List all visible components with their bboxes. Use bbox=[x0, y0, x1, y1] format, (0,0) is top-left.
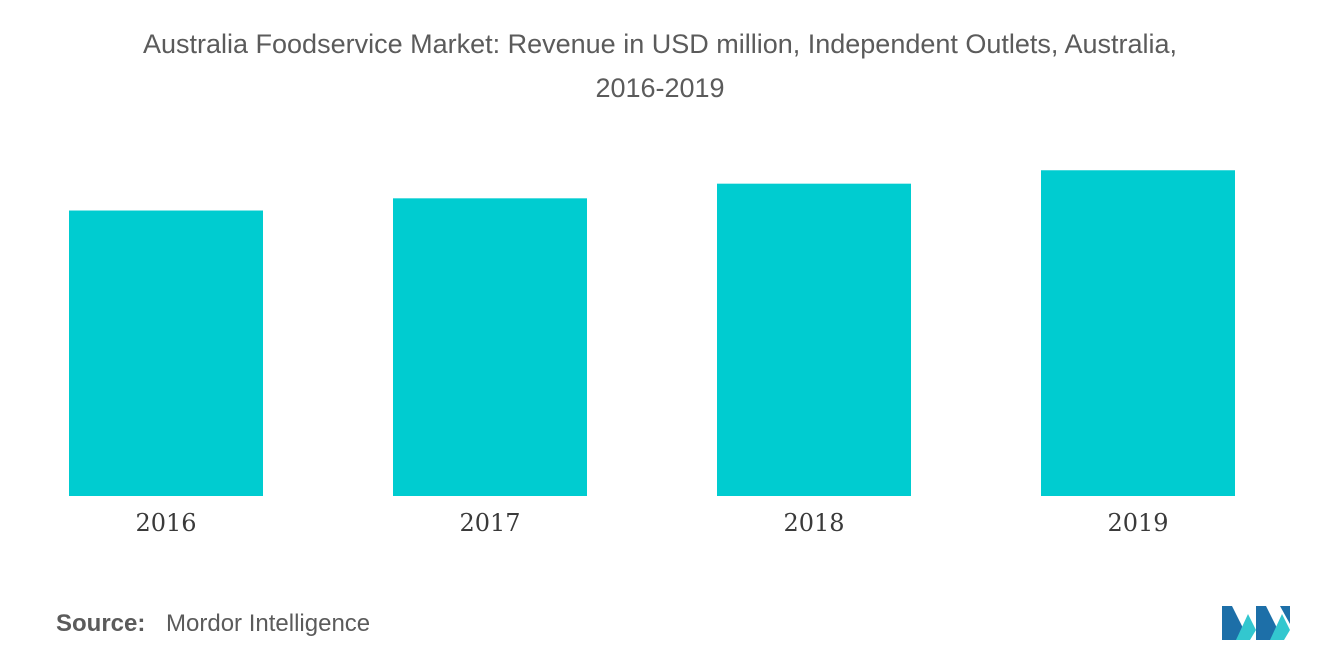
bar-2018 bbox=[717, 183, 911, 496]
bar-2017 bbox=[393, 198, 587, 496]
source-value: Mordor Intelligence bbox=[166, 610, 371, 637]
bars-group bbox=[69, 170, 1235, 496]
x-axis-labels: 2016 2017 2018 2019 bbox=[135, 509, 1168, 537]
x-tick-label-2018: 2018 bbox=[783, 509, 844, 537]
mordor-intelligence-logo-icon bbox=[1222, 606, 1290, 640]
x-tick-label-2019: 2019 bbox=[1107, 509, 1168, 537]
x-tick-label-2017: 2017 bbox=[459, 509, 520, 537]
chart-title: Australia Foodservice Market: Revenue in… bbox=[0, 22, 1320, 110]
chart-title-line-1: Australia Foodservice Market: Revenue in… bbox=[142, 29, 1177, 59]
source-label: Source: bbox=[56, 610, 146, 637]
source-note: Source: Mordor Intelligence bbox=[56, 610, 370, 638]
x-tick-label-2016: 2016 bbox=[135, 509, 196, 537]
chart-title-line-2: 2016-2019 bbox=[595, 73, 725, 103]
bar-2016 bbox=[69, 210, 263, 496]
bar-2019 bbox=[1041, 170, 1235, 496]
